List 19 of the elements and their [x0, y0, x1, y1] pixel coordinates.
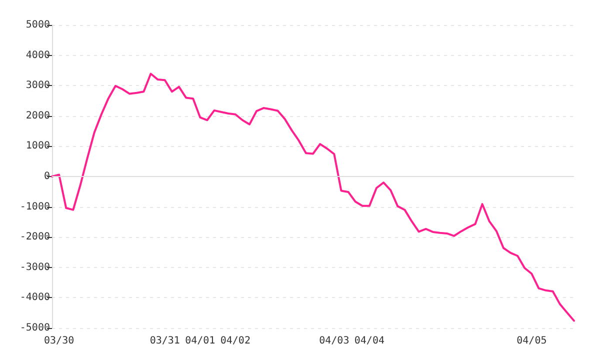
y-tick-label: -3000 [20, 262, 50, 273]
x-tick-label: 03/30 [44, 336, 74, 346]
y-tick-label: -2000 [20, 232, 50, 243]
y-tick-label: 0 [44, 171, 50, 182]
line-series [51, 72, 575, 322]
x-tick-label: 03/31 [150, 336, 180, 346]
y-tick-label: 1000 [26, 140, 50, 152]
x-tick-label: 04/05 [516, 336, 547, 346]
y-tick-label: 4000 [26, 50, 50, 61]
x-tick-label: 04/04 [354, 336, 384, 346]
y-tick-label: -4000 [20, 292, 50, 304]
y-tick-label: -1000 [20, 201, 50, 212]
y-tick-label: 3000 [26, 80, 50, 92]
y-tick-label: 5000 [26, 20, 50, 30]
x-tick-label: 04/02 [220, 336, 250, 346]
y-tick-label: -5000 [20, 322, 50, 334]
x-tick-label: 04/01 [185, 336, 216, 346]
x-tick-label: 04/03 [319, 336, 350, 346]
y-tick-label: 2000 [26, 110, 50, 122]
